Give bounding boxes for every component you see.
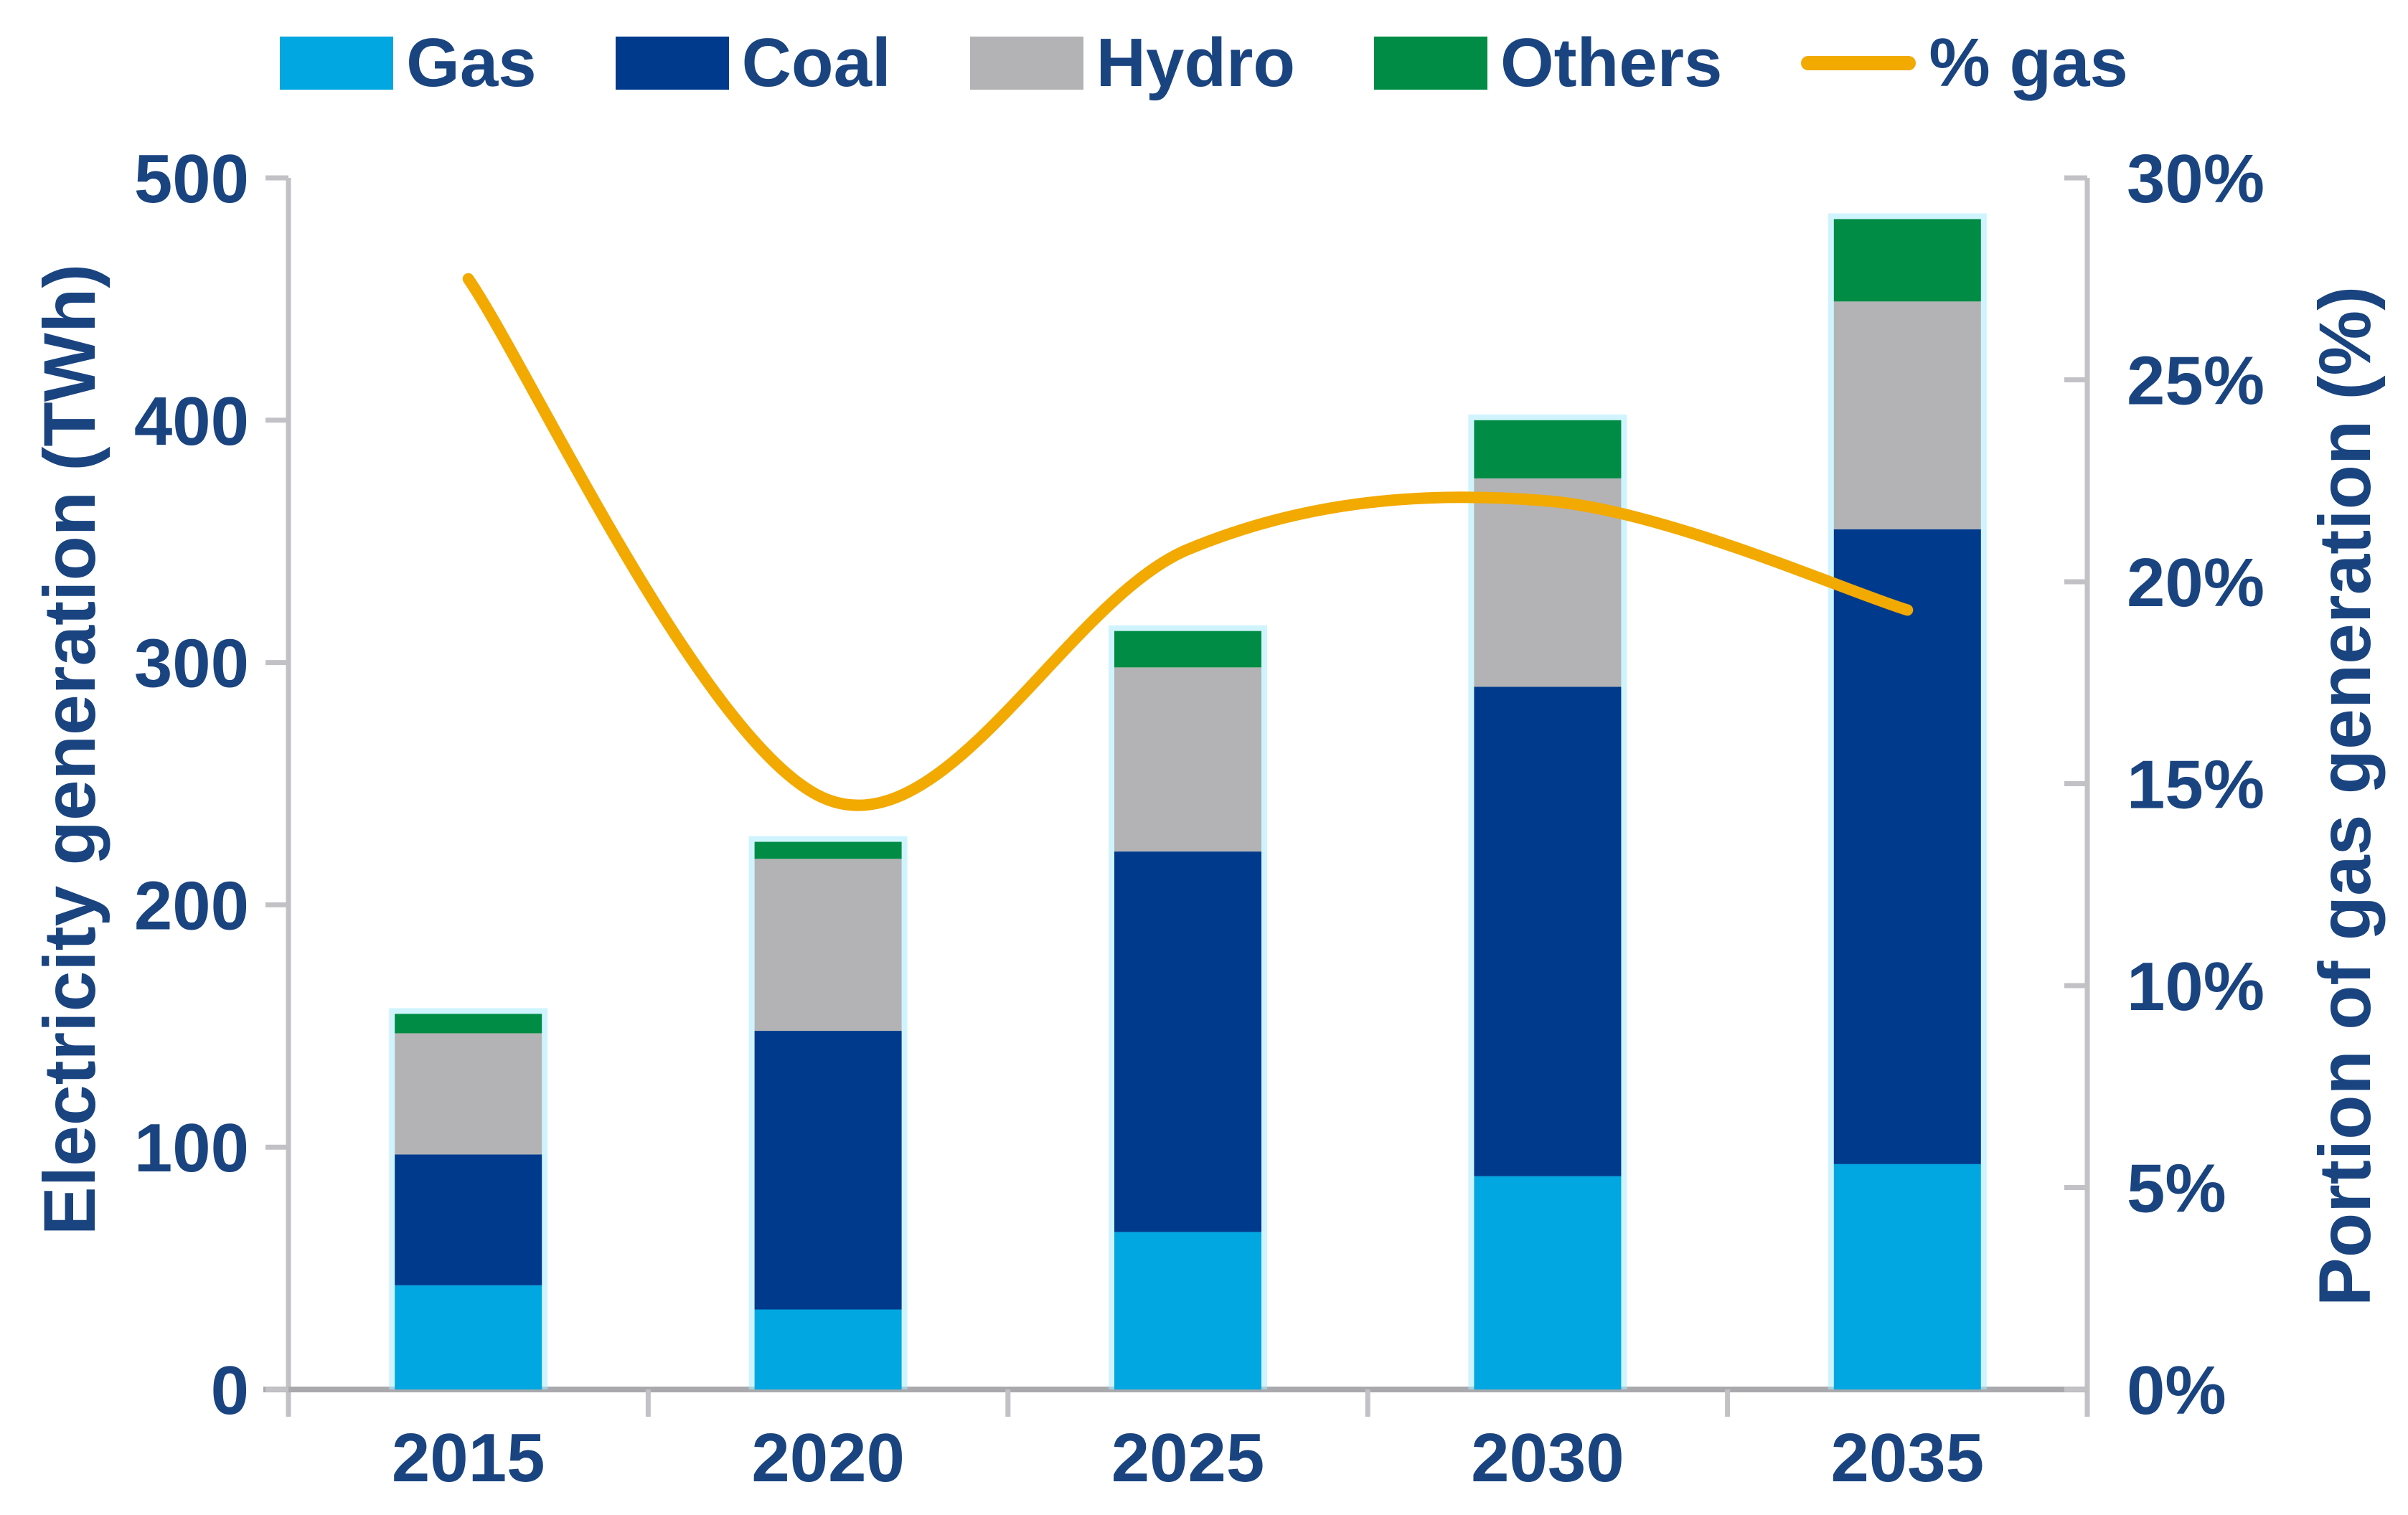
bar-segment-hydro-2015	[395, 1033, 542, 1155]
bar-segment-coal-2020	[754, 1031, 902, 1310]
legend-label-others: Others	[1500, 24, 1723, 101]
legend-item-coal: Coal	[615, 24, 891, 101]
legend-item-pct-gas: % gas	[1801, 24, 2128, 101]
bar-segment-gas-2025	[1114, 1232, 1261, 1389]
bar-segment-others-2030	[1474, 420, 1622, 478]
bar-segment-others-2025	[1114, 631, 1261, 668]
others-swatch-icon	[1373, 37, 1487, 90]
gas-swatch-icon	[280, 37, 394, 90]
bar-segment-coal-2035	[1833, 529, 1981, 1164]
coal-swatch-icon	[615, 37, 729, 90]
legend-item-others: Others	[1373, 24, 1723, 101]
left-axis-tick-label: 100	[134, 1110, 249, 1186]
legend-label-coal: Coal	[741, 24, 891, 101]
bar-segment-others-2015	[395, 1014, 542, 1034]
bars-layer	[389, 213, 1987, 1389]
legend-label-hydro: Hydro	[1096, 24, 1295, 101]
legend-label-pct-gas: % gas	[1929, 24, 2128, 101]
bar-segment-hydro-2020	[754, 859, 902, 1032]
bar-segment-gas-2020	[754, 1309, 902, 1389]
left-axis-tick-label: 400	[134, 383, 249, 460]
left-axis-tick-label: 300	[134, 626, 249, 702]
bar-segment-hydro-2035	[1833, 301, 1981, 529]
pct-gas-line-swatch-icon	[1801, 56, 1916, 70]
left-axis-tick-label: 200	[134, 867, 249, 944]
bar-segment-coal-2015	[395, 1154, 542, 1285]
x-axis-category-label: 2015	[392, 1420, 545, 1496]
axes-layer: 0 100 200 300 400 500 0% 5% 10% 15% 20% 25% 30% 2015 2…	[134, 141, 2264, 1496]
right-axis-tick-label: 25%	[2127, 343, 2264, 420]
bar-segment-gas-2030	[1474, 1176, 1622, 1389]
right-axis-tick-label: 0%	[2127, 1352, 2226, 1429]
pct-gas-line	[462, 273, 1914, 811]
legend: Gas Coal Hydro Others % gas	[0, 27, 2408, 99]
bar-segment-others-2035	[1833, 219, 1981, 302]
x-axis-category-label: 2035	[1831, 1420, 1985, 1496]
right-axis-tick-label: 20%	[2127, 544, 2264, 621]
bar-segment-hydro-2025	[1114, 667, 1261, 852]
bar-segment-gas-2035	[1833, 1164, 1981, 1389]
x-axis-category-label: 2030	[1471, 1420, 1624, 1496]
legend-item-gas: Gas	[280, 24, 537, 101]
left-axis-tick-label: 0	[211, 1352, 249, 1429]
bar-segment-coal-2025	[1114, 851, 1261, 1232]
x-axis-category-label: 2020	[751, 1420, 905, 1496]
right-axis-tick-label: 5%	[2127, 1151, 2226, 1227]
right-axis-tick-label: 15%	[2127, 747, 2264, 823]
right-axis-tick-label: 10%	[2127, 948, 2264, 1025]
left-axis-tick-label: 500	[134, 141, 249, 217]
legend-item-hydro: Hydro	[969, 24, 1295, 101]
bar-segment-coal-2030	[1474, 686, 1622, 1176]
x-axis-category-label: 2025	[1111, 1420, 1265, 1496]
right-axis-tick-label: 30%	[2127, 141, 2264, 217]
legend-label-gas: Gas	[406, 24, 537, 101]
bar-segment-gas-2015	[395, 1285, 542, 1389]
bar-segment-others-2020	[754, 841, 902, 859]
hydro-swatch-icon	[969, 37, 1083, 90]
